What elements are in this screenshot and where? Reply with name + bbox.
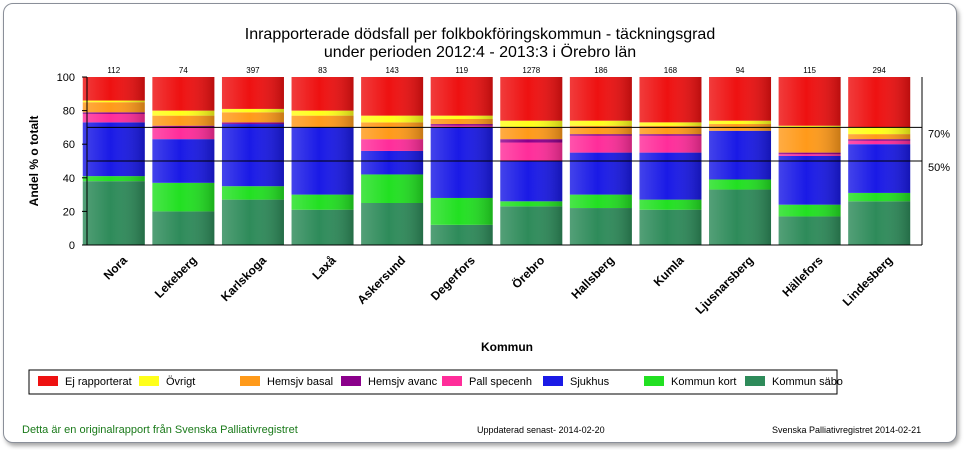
legend-entry-label: Kommun säbo <box>772 376 843 388</box>
legend-entry-label: Hemsjv basal <box>267 376 333 388</box>
legend-swatch <box>240 376 260 386</box>
x-tick-label: Laxå <box>309 253 338 282</box>
bar-count-label: 397 <box>246 66 260 75</box>
legend-entry-label: Sjukhus <box>570 376 610 388</box>
y-axis-label: Andel % o totalt <box>27 116 41 207</box>
y-tick-label: 0 <box>69 240 75 252</box>
legend-box <box>28 369 838 395</box>
legend-swatch <box>442 376 462 386</box>
bar-count-label: 143 <box>385 66 399 75</box>
y-tick-label: 80 <box>63 106 75 118</box>
legend-swatch <box>38 376 58 386</box>
y-tick-label: 100 <box>57 72 75 84</box>
legend: Ej rapporterat Övrigt Hemsjv basal Hemsjv a… <box>28 369 843 395</box>
bar-count-label: 294 <box>873 66 887 75</box>
legend-swatch <box>745 376 765 386</box>
plot-area: 112 Nora 74 Lekeberg 397 Karlskoga 83 Laxå 143 As… <box>57 66 951 317</box>
bar-count-label: 119 <box>455 66 468 75</box>
x-axis-label: Kommun <box>481 340 533 354</box>
chart-title-line1: Inrapporterade dödsfall per folkbokförin… <box>245 26 715 43</box>
y-tick-label: 60 <box>63 139 75 151</box>
y-tick-label: 40 <box>63 173 75 185</box>
y-tick-label: 20 <box>63 206 75 218</box>
bar-count-label: 186 <box>594 66 608 75</box>
legend-swatch <box>139 376 159 386</box>
x-tick-label: Degerfors <box>428 253 478 303</box>
bar-count-label: 168 <box>664 66 678 75</box>
legend-entry-label: Ej rapporterat <box>65 376 132 388</box>
reference-line-label: 70% <box>928 128 950 140</box>
footer-updated-date: Uppdaterad senast- 2014-02-20 <box>477 425 605 435</box>
x-tick-label: Lekeberg <box>152 253 200 301</box>
x-tick-label: Kumla <box>651 253 687 289</box>
x-tick-label: Ljusnarsberg <box>693 253 757 317</box>
bar-count-label: 74 <box>179 66 188 75</box>
legend-swatch <box>543 376 563 386</box>
bar-count-label: 115 <box>803 66 816 75</box>
legend-entry-label: Hemsjv avanc <box>368 376 438 388</box>
footer-original-report-note: Detta är en originalrapport från Svenska… <box>22 424 298 436</box>
x-tick-label: Nora <box>101 253 130 282</box>
legend-swatch <box>341 376 361 386</box>
bar-count-label: 83 <box>318 66 327 75</box>
legend-entry-label: Övrigt <box>166 376 195 388</box>
footer-registry-date: Svenska Palliativregistret 2014-02-21 <box>772 425 922 435</box>
x-tick-label: Askersund <box>354 253 408 307</box>
chart-title-line2: under perioden 2012:4 - 2013:3 i Örebro … <box>324 43 636 61</box>
legend-swatch <box>644 376 664 386</box>
bar-count-label: 1278 <box>522 66 540 75</box>
reference-line-label: 50% <box>928 162 950 174</box>
bar-count-label: 112 <box>107 66 120 75</box>
legend-entry-label: Pall specenh <box>469 376 532 388</box>
x-tick-label: Örebro <box>509 253 548 292</box>
x-tick-label: Karlskoga <box>218 253 269 304</box>
legend-entry-label: Kommun kort <box>671 376 736 388</box>
x-tick-label: Lindesberg <box>840 253 896 309</box>
x-tick-label: Hallsberg <box>568 253 617 302</box>
x-tick-label: Hällefors <box>780 253 826 299</box>
bar-stack <box>221 77 284 245</box>
bar-count-label: 94 <box>736 66 745 75</box>
